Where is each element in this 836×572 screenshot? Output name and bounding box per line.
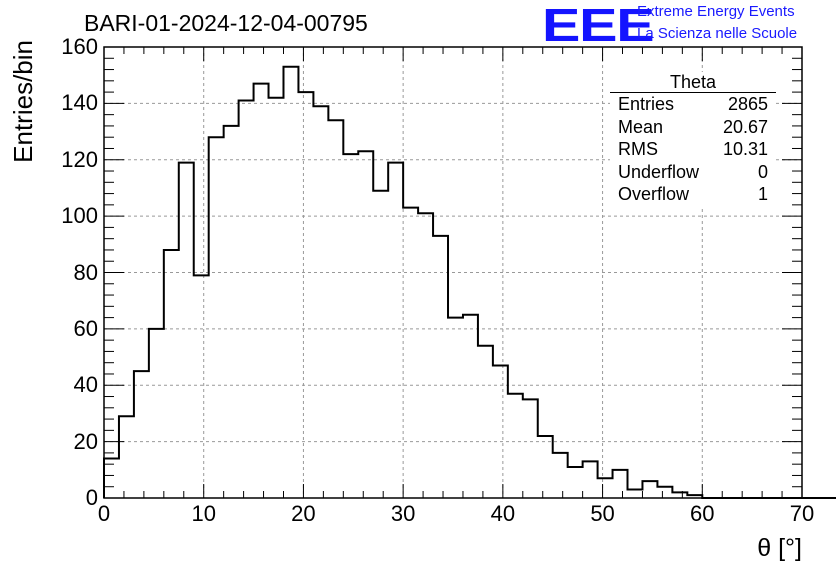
stats-value: 10.31: [722, 139, 768, 159]
histogram-bin: [194, 275, 209, 498]
stats-label: RMS: [618, 139, 658, 159]
x-tick-label: 70: [789, 501, 815, 526]
x-tick-label: 0: [97, 501, 111, 526]
stats-row-overflow: Overflow 1: [610, 183, 776, 206]
histogram-bin: [313, 106, 328, 498]
x-tick-label: 40: [490, 501, 516, 526]
y-tick-label: 20: [73, 428, 98, 454]
histogram-bin: [373, 191, 388, 498]
stats-value: 20.67: [722, 116, 768, 137]
histogram-bin: [568, 467, 583, 498]
stats-value: 1: [757, 184, 768, 204]
histogram-bin: [613, 470, 628, 498]
stats-box: Theta Entries 2865 Mean 20.67 RMS 10.31 …: [610, 72, 776, 206]
histogram-bin: [164, 250, 179, 498]
histogram-bin: [388, 163, 403, 498]
histogram-bin: [209, 137, 224, 498]
histogram-bin: [269, 98, 284, 498]
y-tick-label: 60: [73, 315, 98, 341]
stats-label: Underflow: [618, 161, 700, 182]
grid-lines: [104, 47, 802, 498]
stats-row-mean: Mean 20.67: [610, 116, 776, 139]
logo-line-1: Extreme Energy Events: [637, 3, 795, 20]
eee-logo: EEE: [542, 0, 655, 51]
stats-row-rms: RMS 10.31: [610, 138, 776, 161]
x-tick-label: 30: [390, 501, 416, 526]
histogram-bin: [149, 329, 164, 498]
histogram-bin: [298, 92, 313, 498]
histogram-bin: [119, 416, 134, 498]
y-tick-label: 120: [61, 146, 98, 172]
histogram-bin: [358, 151, 373, 498]
stats-value: 0: [757, 161, 768, 182]
histogram-bin: [448, 318, 463, 498]
histogram-bin: [134, 371, 149, 498]
x-axis-label: θ [°]: [757, 534, 802, 562]
histogram-bin: [538, 436, 553, 498]
histogram-bin: [478, 346, 493, 498]
histogram-bin: [433, 236, 448, 498]
stats-value: 2865: [727, 94, 768, 114]
histogram-bin: [179, 163, 194, 498]
y-tick-label: 100: [61, 203, 98, 229]
y-tick-label: 0: [85, 485, 98, 510]
histogram-bin: [403, 208, 418, 498]
stats-label: Entries: [618, 94, 675, 114]
stats-row-underflow: Underflow 0: [610, 161, 776, 184]
histogram-bin: [598, 478, 613, 498]
chart-title: BARI-01-2024-12-04-00795: [84, 10, 368, 36]
histogram-bin: [553, 453, 568, 498]
stats-label: Mean: [618, 116, 664, 137]
histogram-bin: [523, 399, 538, 498]
histogram-bin: [328, 120, 343, 498]
x-tick-label: 10: [191, 501, 216, 526]
histogram-bin: [642, 481, 657, 498]
x-tick-label: 60: [690, 501, 715, 526]
histogram-bin: [672, 492, 687, 498]
histogram-bin: [418, 213, 433, 498]
histogram-bin: [463, 315, 478, 498]
y-tick-label: 40: [73, 372, 98, 398]
stats-row-entries: Entries 2865: [610, 93, 776, 116]
axis-ticks: [103, 46, 803, 499]
y-tick-label: 140: [61, 90, 98, 116]
histogram-bin: [628, 490, 643, 498]
logo-line-2: La Scienza nelle Scuole: [637, 25, 798, 42]
y-tick-label: 160: [61, 34, 98, 59]
x-tick-label: 20: [291, 501, 316, 526]
histogram-bin: [343, 154, 358, 498]
histogram-bars: [103, 65, 836, 499]
histogram-bin: [283, 67, 298, 498]
histogram-bin: [493, 366, 508, 498]
histogram-outline: [103, 65, 836, 499]
histogram-bin: [657, 487, 672, 498]
x-tick-label: 50: [590, 501, 615, 526]
histogram-bin: [508, 394, 523, 498]
histogram-bin: [239, 101, 254, 498]
histogram-bin: [224, 126, 239, 498]
stats-label: Overflow: [618, 184, 690, 204]
histogram-bin: [254, 84, 269, 498]
histogram-bin: [583, 461, 598, 498]
y-tick-label: 80: [73, 259, 98, 285]
plot-frame: [103, 46, 803, 499]
stats-title: Theta: [610, 72, 776, 93]
